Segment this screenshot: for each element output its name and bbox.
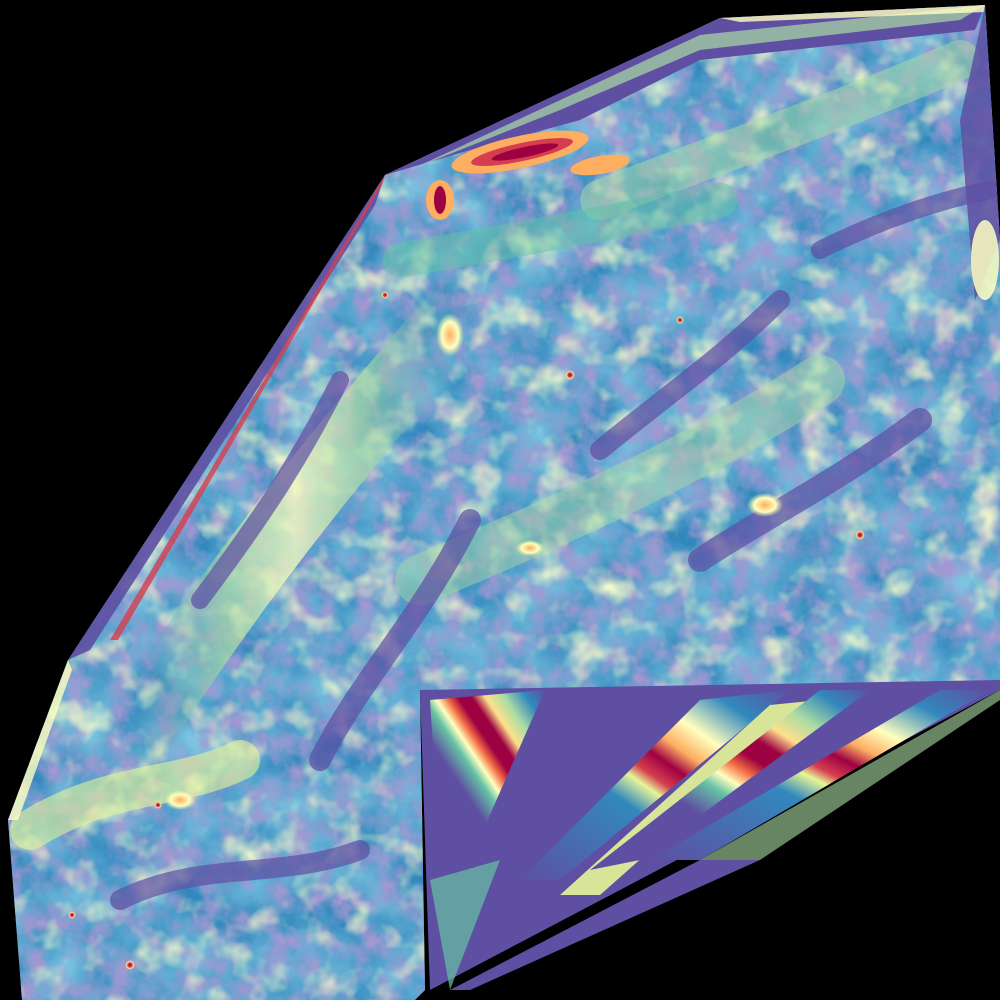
right-artifact [960, 5, 1000, 300]
left-edge-streak [8, 175, 385, 820]
top-artifact-wedge [385, 5, 985, 220]
lower-artifact-wedge [420, 680, 1000, 990]
